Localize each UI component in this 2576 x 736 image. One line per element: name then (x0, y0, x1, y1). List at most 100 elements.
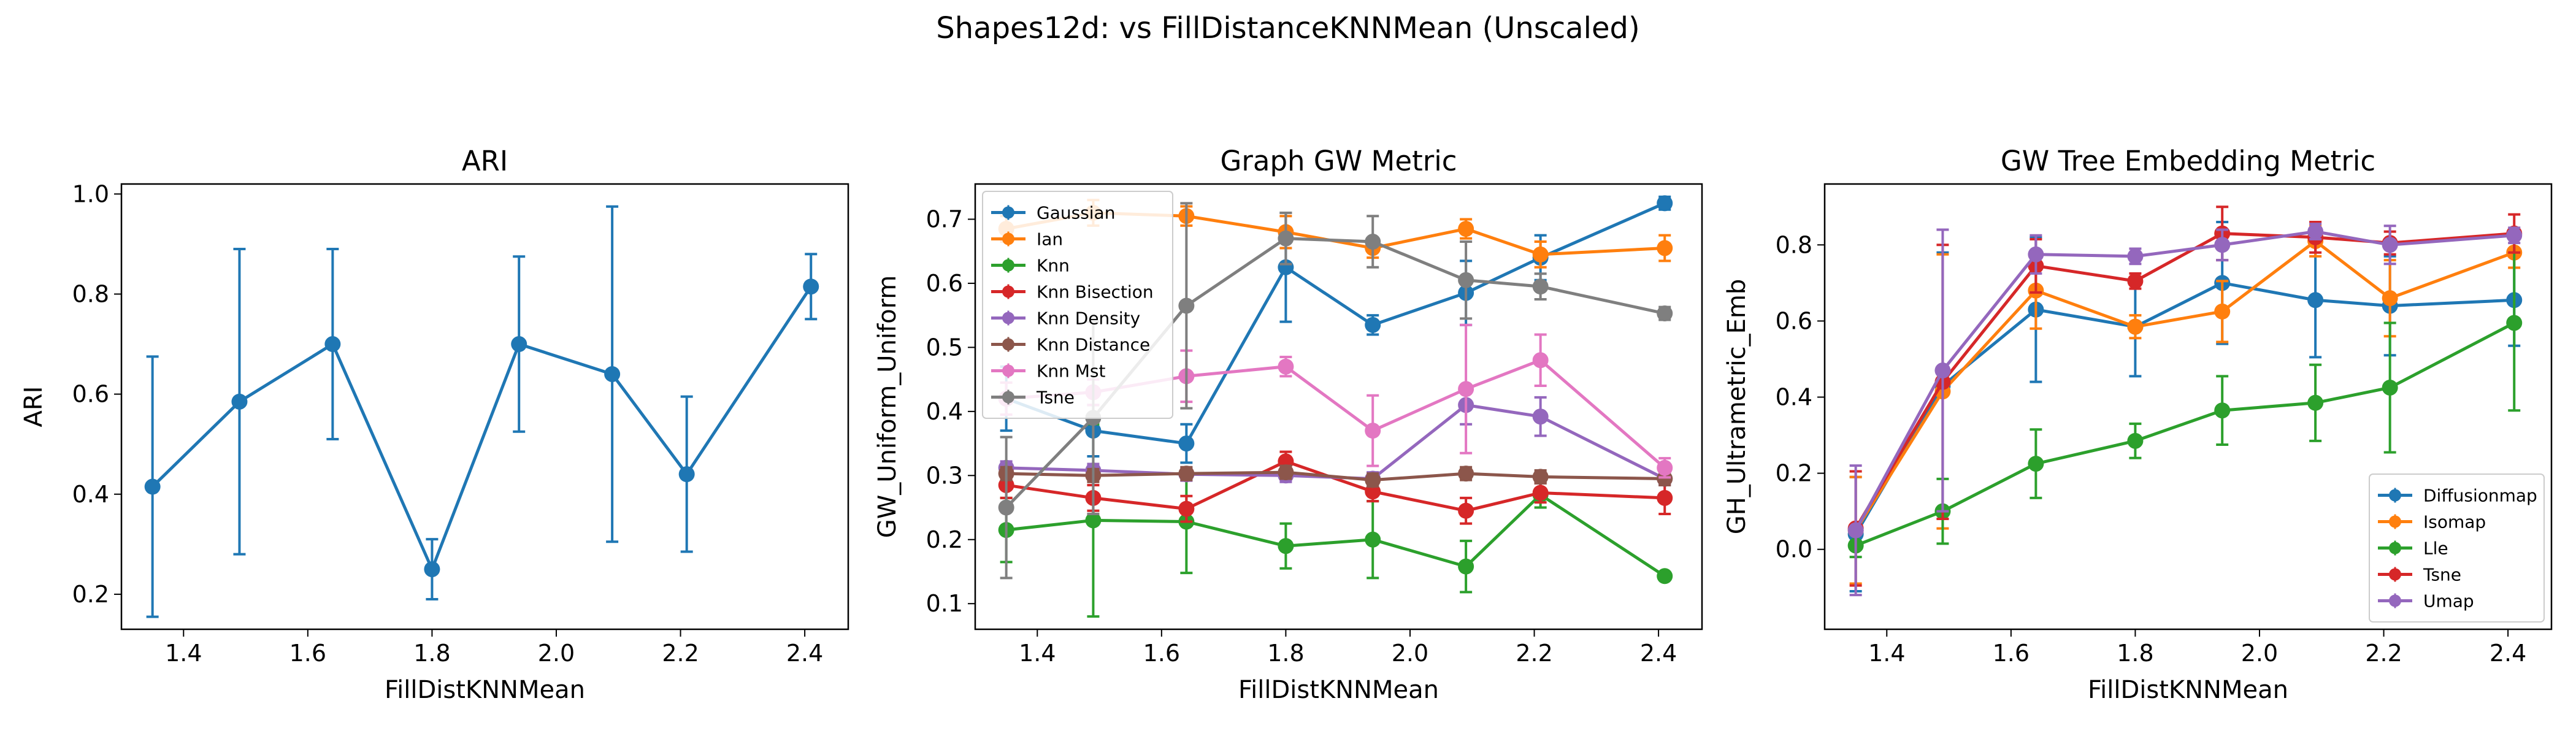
x-tick-label: 1.4 (1019, 640, 1056, 667)
data-point (1847, 522, 1864, 539)
data-point (1657, 195, 1673, 212)
x-tick-label: 1.6 (1143, 640, 1180, 667)
legend-swatch-marker (1002, 391, 1014, 404)
series-line (1855, 321, 2515, 547)
data-point (2127, 248, 2144, 264)
legend-label: Knn Density (1037, 309, 1140, 329)
y-tick-label: 0.6 (926, 270, 963, 297)
data-point (2214, 402, 2231, 419)
x-axis-label: FillDistKNNMean (1238, 676, 1439, 704)
legend-item: Tsne (2378, 565, 2461, 585)
legend-swatch-marker (1002, 364, 1014, 377)
series-umap (1847, 223, 2523, 597)
data-point (1278, 358, 1294, 375)
data-point (1278, 464, 1294, 481)
x-tick-label: 2.0 (538, 640, 575, 667)
data-point (2506, 315, 2523, 331)
y-tick-label: 0.0 (1776, 536, 1812, 563)
legend-label: Lle (2423, 539, 2448, 559)
legend-label: Tsne (1036, 388, 1075, 408)
plot-frame (120, 183, 849, 631)
chart-panel-1: ARI 1.4 1.6 1.8 2.0 2.2 2.4 0.2 0.4 0.6 0.8 1.0 Fill… (20, 145, 849, 704)
data-point (1278, 230, 1294, 247)
y-tick-label: 0.4 (926, 398, 963, 425)
figure-suptitle: Shapes12d: vs FillDistanceKNNMean (Unsca… (936, 11, 1639, 45)
legend-label: Umap (2423, 591, 2474, 611)
legend-item: Knn Mst (991, 361, 1106, 381)
legend-label: Isomap (2423, 512, 2486, 532)
legend-label: Knn Bisection (1037, 282, 1154, 302)
x-tick-label: 2.0 (2241, 640, 2278, 667)
legend-swatch-marker (1002, 259, 1014, 272)
y-tick-label: 0.4 (1776, 383, 1812, 410)
data-point (1532, 408, 1549, 425)
series-line (1005, 202, 1666, 445)
series-knn-bisection (998, 450, 1673, 525)
series-line (1006, 459, 1665, 513)
legend: Diffusionmap Isomap Lle Tsne Umap (2369, 473, 2545, 623)
series-1 (144, 205, 819, 618)
legend-swatch-marker (1002, 206, 1014, 219)
series-line (1854, 230, 2515, 531)
legend-swatch-marker (2389, 489, 2401, 502)
data-point (1178, 466, 1195, 482)
y-tick-label: 0.6 (1776, 307, 1812, 334)
data-point (1532, 469, 1549, 485)
y-tick-label: 0.7 (926, 205, 963, 232)
y-tick-label: 1.0 (72, 180, 109, 207)
x-tick-label: 2.4 (1640, 640, 1677, 667)
chart-panel-3: GW Tree Embedding Metric 1.4 1.6 1.8 2.0 2.2 2… (1723, 145, 2553, 704)
y-axis-label: GH_Ultrametric_Emb (1723, 279, 1751, 535)
legend-item: Diffusionmap (2378, 486, 2537, 506)
data-point (1458, 381, 1474, 397)
plot-frame (974, 183, 1703, 631)
data-point (324, 336, 341, 353)
legend-item: Knn (991, 256, 1070, 276)
y-tick-label: 0.3 (926, 462, 963, 489)
data-point (231, 393, 248, 410)
legend-frame (2369, 473, 2545, 623)
chart-title: ARI (462, 145, 508, 177)
legend-swatch-marker (2389, 594, 2401, 607)
legend-swatch-marker (2389, 515, 2401, 528)
data-point (1458, 502, 1474, 519)
data-point (1458, 221, 1474, 237)
data-point (2214, 237, 2231, 253)
legend-item: Gaussian (991, 203, 1115, 223)
data-point (1178, 500, 1195, 517)
legend-swatch-marker (1002, 338, 1014, 351)
legend-label: Knn Distance (1037, 335, 1150, 355)
data-point (1657, 489, 1673, 506)
legend-label: Knn Mst (1037, 361, 1106, 381)
data-point (1178, 435, 1195, 452)
series-line (151, 285, 813, 573)
data-point (1934, 362, 1951, 379)
data-point (1278, 538, 1294, 554)
y-tick-label: 0.6 (72, 381, 109, 408)
legend-label: Diffusionmap (2423, 486, 2537, 506)
y-tick-label: 0.8 (72, 280, 109, 307)
legend-label: Gaussian (1037, 203, 1115, 223)
legend-swatch-marker (2389, 542, 2401, 554)
data-point (424, 561, 440, 578)
data-point (2506, 227, 2523, 243)
data-point (1532, 246, 1549, 263)
series-line (1006, 470, 1665, 482)
legend-swatch-marker (2389, 568, 2401, 581)
legend-label: Knn (1037, 256, 1070, 276)
data-point (1458, 558, 1474, 575)
chart-title: Graph GW Metric (1221, 145, 1457, 177)
data-point (1365, 316, 1381, 333)
data-point (2028, 456, 2044, 472)
x-tick-label: 2.0 (1392, 640, 1428, 667)
plot-frame (1823, 183, 2553, 631)
data-point (2307, 394, 2324, 411)
legend-item: Umap (2378, 591, 2474, 611)
legend-swatch-marker (1002, 312, 1014, 324)
data-point (511, 336, 527, 353)
data-point (1365, 234, 1381, 250)
data-point (1532, 352, 1549, 369)
data-point (2028, 246, 2044, 263)
x-axis-label: FillDistKNNMean (2088, 676, 2288, 704)
